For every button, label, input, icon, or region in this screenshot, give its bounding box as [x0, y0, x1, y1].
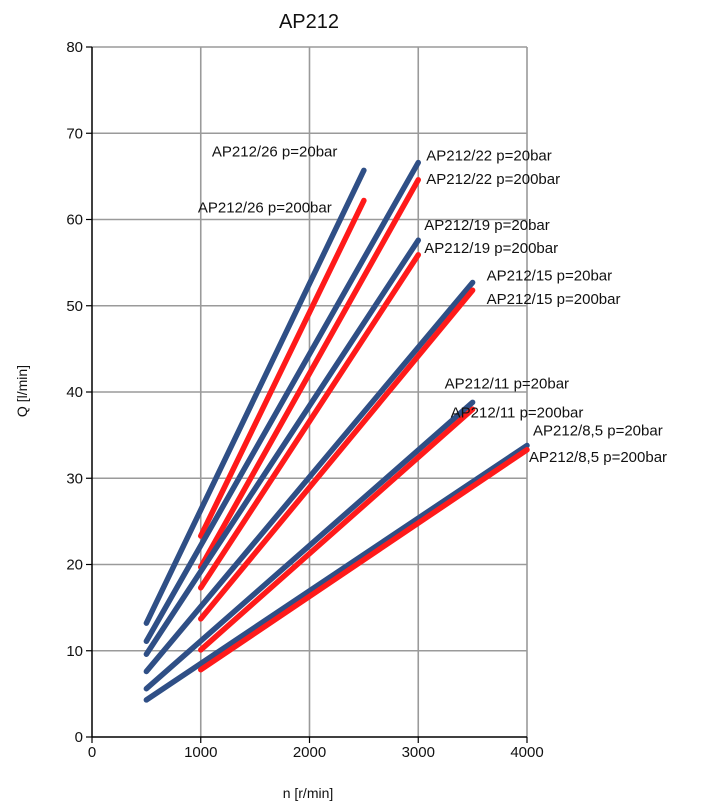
y-tick-label: 10 [66, 643, 83, 660]
series-line-ap212-15-p-200bar [198, 287, 476, 622]
x-tick-label: 1000 [184, 744, 217, 761]
series-label-ap212-19-p-200bar: AP212/19 p=200bar [424, 240, 558, 257]
y-tick-label: 20 [66, 557, 83, 574]
y-axis-label: Q [l/min] [14, 365, 30, 417]
series-line-ap212-26-p-200bar [198, 197, 367, 539]
tick-labels: 0 10 20 30 40 50 60 70 80 0 1000 2000 3000 4000 [66, 39, 543, 761]
x-tick-label: 0 [88, 744, 96, 761]
series-label-ap212-11-p-200bar: AP212/11 p=200bar [451, 404, 584, 421]
series-label-ap212-22-p-200bar: AP212/22 p=200bar [426, 171, 560, 188]
series-label-ap212-15-p-20bar: AP212/15 p=20bar [487, 267, 613, 284]
series-label-ap212-11-p-20bar: AP212/11 p=20bar [445, 375, 569, 392]
series-line-ap212-22-p-200bar [198, 177, 421, 570]
y-tick-label: 40 [66, 384, 83, 401]
series-label-ap212-19-p-20bar: AP212/19 p=20bar [424, 217, 550, 234]
x-tick-label: 4000 [510, 744, 543, 761]
y-tick-label: 30 [66, 470, 83, 487]
series-label-ap212-26-p-20bar: AP212/26 p=20bar [212, 143, 338, 160]
series-label-ap212-22-p-20bar: AP212/22 p=20bar [426, 148, 552, 165]
axes [86, 46, 528, 743]
x-tick-label: 2000 [293, 744, 326, 761]
series-labels: AP212/26 p=20bar AP212/26 p=200bar AP212/2… [198, 143, 667, 465]
y-tick-label: 50 [66, 298, 83, 315]
series-line-ap212-11-p-200bar [198, 406, 476, 653]
series-line-ap212-26-p-20bar [143, 167, 367, 626]
series-label-ap212-8-5-p-20bar: AP212/8,5 p=20bar [533, 422, 663, 439]
y-tick-label: 0 [75, 729, 83, 746]
x-axis-label: n [r/min] [283, 785, 334, 801]
series-label-ap212-8-5-p-200bar: AP212/8,5 p=200bar [529, 449, 667, 466]
series-line-ap212-22-p-20bar [143, 159, 421, 645]
series-line-ap212-15-p-20bar [143, 279, 476, 675]
chart-title: AP212 [279, 11, 339, 33]
y-tick-label: 80 [66, 39, 83, 56]
series-label-ap212-26-p-200bar: AP212/26 p=200bar [198, 200, 332, 217]
series-label-ap212-15-p-200bar: AP212/15 p=200bar [487, 291, 621, 308]
series-line-ap212-11-p-20bar [143, 399, 476, 692]
series-line-ap212-19-p-20bar [143, 237, 421, 657]
series-line-ap212-8-5-p-200bar [198, 447, 530, 673]
y-tick-label: 70 [66, 125, 83, 142]
x-tick-label: 3000 [402, 744, 435, 761]
series-lines [143, 159, 530, 703]
series-line-ap212-19-p-200bar [198, 252, 421, 591]
series-line-ap212-8-5-p-20bar [143, 442, 530, 703]
y-tick-label: 60 [66, 212, 83, 229]
